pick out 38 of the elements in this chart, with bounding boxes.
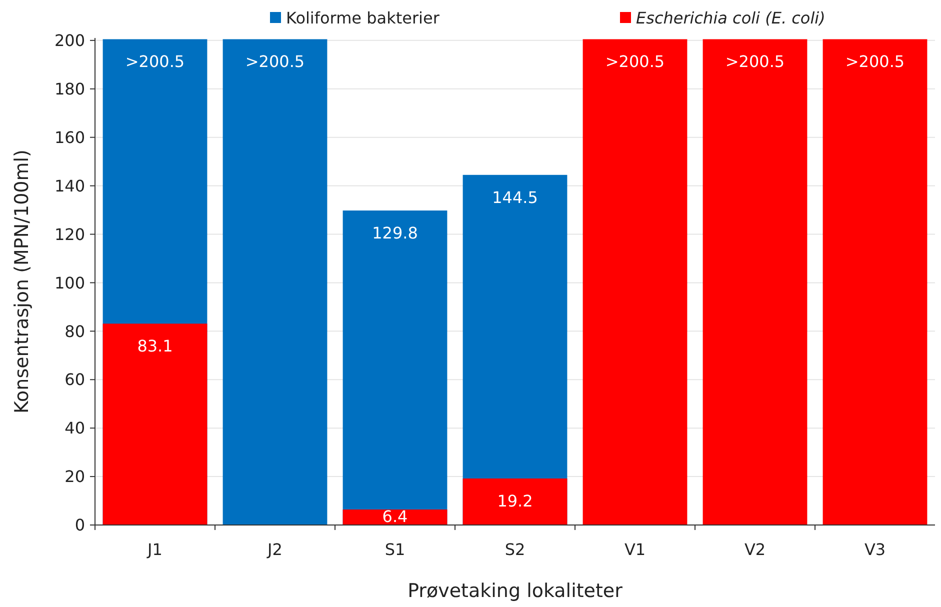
data-label: >200.5 — [245, 52, 305, 72]
data-label: >200.5 — [125, 52, 185, 72]
x-tick-label: V1 — [624, 540, 646, 559]
y-axis-title: Konsentrasjon (MPN/100ml) — [11, 150, 33, 414]
y-tick-label: 0 — [74, 516, 85, 535]
bar — [222, 39, 328, 525]
y-tick-label: 200 — [54, 31, 85, 50]
data-label: >200.5 — [605, 52, 665, 72]
y-tick-label: 80 — [64, 322, 85, 341]
data-label: 19.2 — [497, 491, 533, 510]
y-tick-label: 60 — [64, 370, 85, 390]
bar — [702, 39, 808, 525]
bar — [462, 478, 568, 525]
y-tick-label: 100 — [54, 273, 85, 292]
legend-label: Koliforme bakterier — [286, 8, 440, 28]
data-label: 129.8 — [372, 224, 418, 243]
x-tick-label: J2 — [266, 540, 282, 559]
legend-label: Escherichia coli (E. coli) — [636, 8, 826, 28]
bar — [102, 324, 208, 525]
data-label: 144.5 — [492, 188, 538, 207]
y-tick-label: 20 — [64, 467, 85, 486]
bar — [582, 39, 688, 525]
y-tick-label: 120 — [54, 224, 85, 244]
y-tick-label: 180 — [54, 79, 85, 98]
x-tick-label: S2 — [504, 540, 526, 559]
y-tick-label: 160 — [54, 128, 85, 147]
bar — [822, 39, 928, 525]
x-axis-title: Prøvetaking lokaliteter — [408, 580, 623, 602]
data-label: >200.5 — [845, 52, 905, 72]
data-label: 6.4 — [382, 507, 408, 526]
x-tick-label: V2 — [744, 540, 766, 559]
data-label: 83.1 — [137, 336, 173, 356]
x-tick-label: S1 — [384, 540, 406, 559]
data-label: >200.5 — [725, 52, 785, 72]
x-tick-label: V3 — [864, 540, 886, 559]
x-tick-label: J1 — [146, 540, 162, 559]
y-tick-label: 40 — [64, 418, 85, 438]
y-tick-label: 140 — [54, 176, 85, 196]
